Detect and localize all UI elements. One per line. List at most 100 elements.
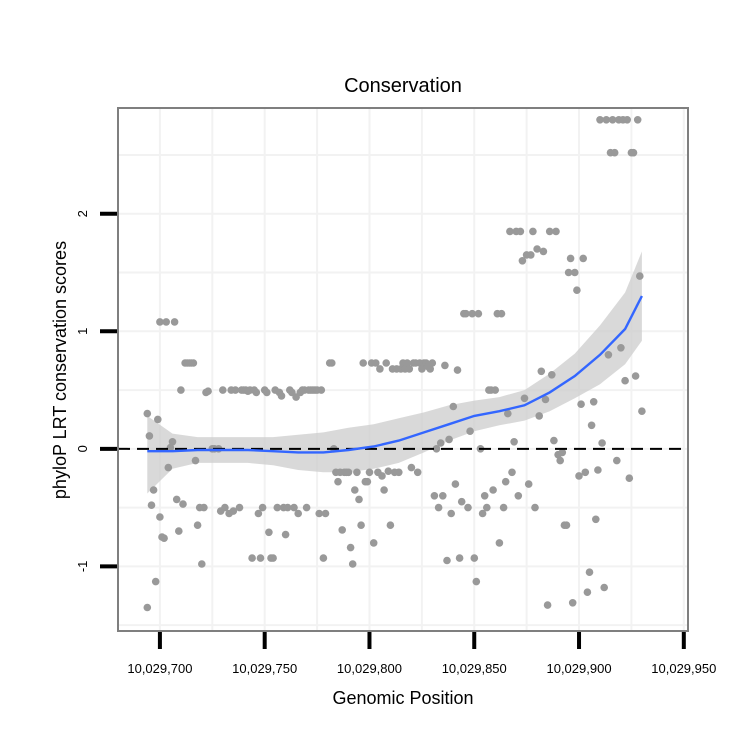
data-point xyxy=(160,534,168,542)
x-tick-label: 10,029,700 xyxy=(127,661,192,676)
data-point xyxy=(497,309,506,318)
data-point xyxy=(566,254,575,263)
data-point xyxy=(514,492,523,500)
data-point xyxy=(636,272,644,280)
data-point xyxy=(562,521,571,529)
data-point xyxy=(617,344,625,352)
data-point xyxy=(204,387,212,396)
data-point xyxy=(168,438,177,446)
data-point xyxy=(179,500,187,508)
panel-border xyxy=(117,107,689,632)
x-axis-title: Genomic Position xyxy=(332,688,473,708)
data-point xyxy=(428,359,437,367)
data-point xyxy=(508,468,516,477)
data-point xyxy=(351,486,359,494)
data-point xyxy=(581,468,590,477)
data-point xyxy=(151,577,160,586)
data-point xyxy=(575,472,583,480)
data-point xyxy=(541,395,550,404)
data-point xyxy=(319,554,328,562)
data-point xyxy=(573,286,581,295)
data-point xyxy=(545,227,554,236)
confidence-band-group xyxy=(147,251,642,494)
data-point xyxy=(317,386,326,394)
data-point xyxy=(451,480,460,488)
x-tick-label: 10,029,800 xyxy=(337,661,402,676)
data-point xyxy=(355,495,363,504)
data-point xyxy=(594,466,602,474)
data-point xyxy=(369,539,378,547)
data-point xyxy=(281,530,290,539)
data-point xyxy=(480,492,489,500)
data-point xyxy=(568,599,577,607)
y-axis: -1 0 1 2 xyxy=(75,210,117,572)
data-point xyxy=(164,463,173,472)
data-point xyxy=(543,601,552,609)
confidence-band xyxy=(147,251,642,494)
data-point xyxy=(198,560,206,568)
data-point xyxy=(587,421,596,430)
data-point xyxy=(154,415,162,424)
data-point xyxy=(430,492,439,500)
data-point xyxy=(156,318,164,326)
data-point xyxy=(363,477,372,486)
data-point xyxy=(579,254,587,263)
data-point xyxy=(629,148,638,157)
data-point xyxy=(445,435,453,444)
data-point xyxy=(499,503,508,512)
data-point xyxy=(407,463,416,472)
data-point xyxy=(610,148,619,157)
data-point xyxy=(529,227,537,236)
data-point xyxy=(623,116,631,124)
data-point xyxy=(384,467,393,476)
data-point xyxy=(149,486,158,494)
data-point xyxy=(638,407,646,416)
data-point xyxy=(191,456,200,465)
data-point xyxy=(277,392,286,400)
data-point xyxy=(170,318,179,326)
data-point xyxy=(455,554,464,562)
grid-lines xyxy=(118,108,688,631)
data-point xyxy=(405,365,414,373)
data-point xyxy=(483,503,491,512)
data-point xyxy=(143,409,152,418)
data-point xyxy=(418,365,426,373)
y-tick-label: 1 xyxy=(75,328,90,335)
data-point xyxy=(506,227,514,236)
data-point xyxy=(462,309,470,318)
data-point xyxy=(571,268,579,277)
data-point xyxy=(231,386,240,394)
data-point xyxy=(510,438,518,446)
data-point xyxy=(474,309,483,318)
data-point xyxy=(269,554,277,562)
data-point xyxy=(466,427,474,436)
data-point xyxy=(382,359,391,367)
data-point xyxy=(625,474,634,483)
data-point xyxy=(338,526,347,534)
data-point xyxy=(252,388,261,397)
data-point xyxy=(596,116,604,124)
data-point xyxy=(395,468,403,477)
data-point xyxy=(172,495,181,504)
data-point xyxy=(290,503,298,512)
data-point xyxy=(248,554,256,562)
data-points xyxy=(143,116,646,612)
data-point xyxy=(263,388,271,397)
data-point xyxy=(441,361,449,370)
data-point xyxy=(346,543,355,552)
data-point xyxy=(386,521,395,529)
data-point xyxy=(315,509,324,518)
data-point xyxy=(353,468,361,477)
data-point xyxy=(334,477,342,486)
data-point xyxy=(443,556,451,565)
data-point xyxy=(359,359,368,367)
data-point xyxy=(631,372,640,380)
data-point xyxy=(256,554,265,562)
x-axis: 10,029,700 10,029,750 10,029,800 10,029,850… xyxy=(127,632,716,676)
data-point xyxy=(548,371,556,379)
x-tick-label: 10,029,900 xyxy=(546,661,611,676)
data-point xyxy=(235,503,244,512)
data-point xyxy=(348,560,357,568)
data-point xyxy=(613,456,621,465)
data-point xyxy=(621,376,629,385)
